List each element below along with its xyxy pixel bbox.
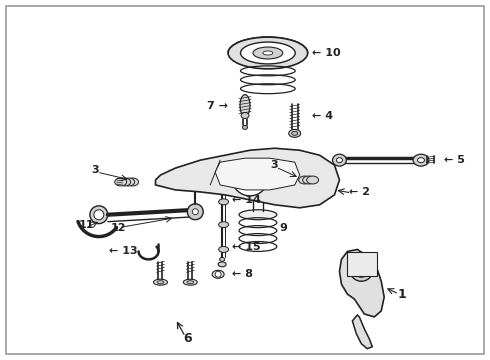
Ellipse shape [241, 113, 249, 118]
Text: ← 14: ← 14 [232, 195, 261, 205]
Ellipse shape [115, 178, 127, 186]
Ellipse shape [228, 37, 308, 69]
Text: ← 15: ← 15 [232, 243, 261, 252]
Ellipse shape [350, 261, 372, 281]
Ellipse shape [183, 279, 197, 285]
Ellipse shape [307, 176, 318, 184]
Ellipse shape [354, 265, 368, 277]
Ellipse shape [289, 129, 301, 137]
Text: ← 8: ← 8 [232, 269, 253, 279]
Ellipse shape [303, 176, 315, 184]
Ellipse shape [337, 158, 343, 163]
Ellipse shape [413, 154, 429, 166]
Text: 3: 3 [91, 165, 98, 175]
Polygon shape [340, 249, 384, 317]
Ellipse shape [417, 158, 424, 163]
Ellipse shape [241, 42, 295, 64]
Ellipse shape [243, 125, 247, 129]
Text: 11: 11 [79, 220, 95, 230]
Ellipse shape [299, 176, 311, 184]
Ellipse shape [358, 268, 365, 274]
Polygon shape [155, 148, 340, 208]
Ellipse shape [218, 262, 226, 267]
Ellipse shape [292, 131, 298, 135]
Text: 7 →: 7 → [207, 100, 228, 111]
Circle shape [192, 209, 198, 215]
FancyBboxPatch shape [6, 6, 484, 354]
Circle shape [90, 206, 108, 224]
FancyBboxPatch shape [347, 252, 377, 276]
Ellipse shape [122, 178, 135, 186]
Text: ← 13: ← 13 [109, 247, 137, 256]
Ellipse shape [240, 95, 250, 117]
Ellipse shape [219, 247, 229, 252]
Circle shape [232, 160, 268, 196]
Text: ← 10: ← 10 [312, 48, 340, 58]
Ellipse shape [127, 178, 139, 186]
Text: ← 4: ← 4 [312, 111, 333, 121]
Ellipse shape [157, 281, 164, 284]
Text: 1: 1 [397, 288, 406, 301]
Ellipse shape [153, 279, 168, 285]
Circle shape [190, 178, 200, 188]
Circle shape [187, 204, 203, 220]
Polygon shape [215, 158, 300, 190]
Ellipse shape [212, 270, 224, 278]
Circle shape [215, 271, 221, 277]
Ellipse shape [119, 178, 131, 186]
Text: ← 2: ← 2 [349, 187, 370, 197]
Polygon shape [352, 315, 372, 349]
Ellipse shape [219, 177, 229, 183]
Ellipse shape [253, 47, 283, 59]
Text: 6: 6 [183, 332, 192, 345]
Ellipse shape [263, 51, 273, 55]
Circle shape [242, 170, 258, 186]
Ellipse shape [333, 154, 346, 166]
Ellipse shape [239, 210, 277, 220]
Text: 3: 3 [270, 160, 277, 170]
Text: 9: 9 [280, 222, 288, 233]
Ellipse shape [219, 199, 229, 205]
Text: 12: 12 [111, 222, 126, 233]
Ellipse shape [187, 281, 194, 284]
Ellipse shape [220, 257, 224, 261]
Ellipse shape [219, 222, 229, 228]
Circle shape [94, 210, 104, 220]
Text: ← 5: ← 5 [444, 155, 465, 165]
